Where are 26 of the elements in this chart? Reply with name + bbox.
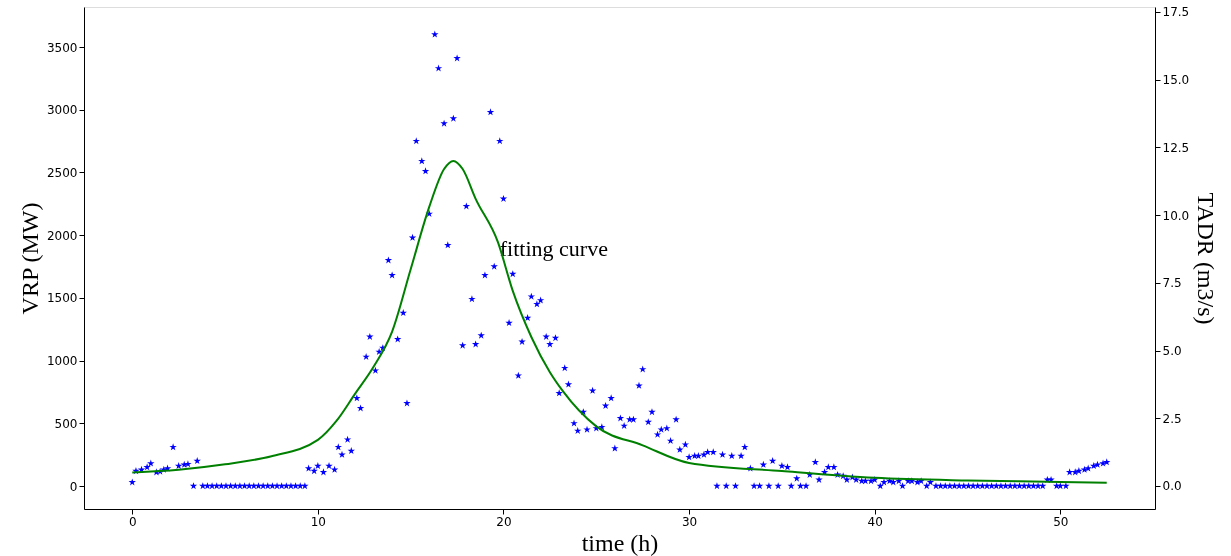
y2-tick-label: 2.5 <box>1162 411 1182 426</box>
y2-tick-label: 0.0 <box>1162 479 1182 494</box>
y2-tick-label: 12.5 <box>1162 140 1190 155</box>
x-tick-label: 0 <box>128 514 137 529</box>
y-tick-label: 2500 <box>46 165 78 180</box>
y2-tick-label: 5.0 <box>1162 344 1182 359</box>
y-tick-label: 1500 <box>46 291 78 306</box>
y-tick-label: 500 <box>54 416 78 431</box>
y-tick-label: 1000 <box>46 354 78 369</box>
y-axis-title: VRP (MW) <box>16 202 43 315</box>
annotation: fitting curve <box>499 235 608 261</box>
x-tick-label: 10 <box>310 514 327 529</box>
y2-tick-label: 7.5 <box>1162 276 1182 291</box>
x-tick-label: 30 <box>681 514 698 529</box>
x-tick-label: 20 <box>496 514 512 529</box>
y2-tick-label: 15.0 <box>1162 73 1190 88</box>
y-tick-label: 0 <box>69 479 78 494</box>
y2-axis-title: TADR (m3/s) <box>1193 192 1220 325</box>
y-tick-label: 3500 <box>46 40 78 55</box>
x-tick-label: 50 <box>1053 514 1069 529</box>
x-tick-label: 40 <box>867 514 883 529</box>
y2-tick-label: 17.5 <box>1162 5 1190 20</box>
y-tick-label: 3000 <box>46 103 78 118</box>
y2-tick-label: 10.0 <box>1162 208 1190 223</box>
y-tick-label: 2000 <box>46 228 78 243</box>
x-axis-title: time (h) <box>581 529 659 556</box>
